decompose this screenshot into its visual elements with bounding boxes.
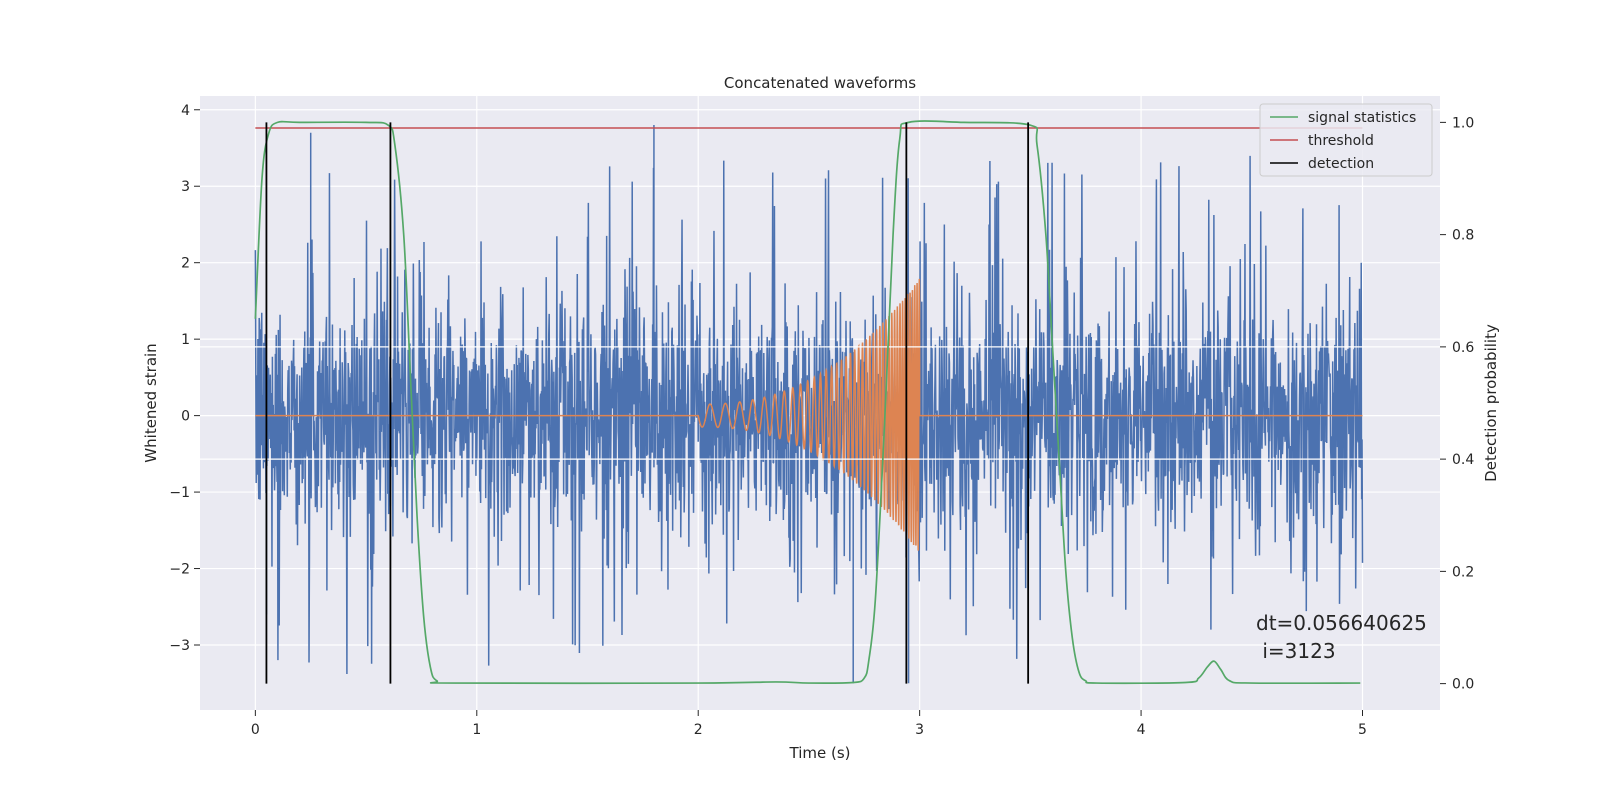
y-tick-label-6: 3: [181, 179, 190, 195]
x-tick-label-0: 0: [251, 722, 260, 738]
y-right-tick-label-4: 0.8: [1452, 228, 1474, 244]
y-tick-label-2: −1: [169, 485, 190, 501]
legend: signal statistics threshold detection: [1259, 103, 1433, 177]
y-tick-label-3: 0: [181, 409, 190, 425]
chirp-line: [255, 278, 1363, 551]
left-axis-ticks: −3 −2 −1 0 1 2 3 4: [169, 103, 200, 654]
x-tick-label-4: 4: [1137, 722, 1146, 738]
y-axis-label-right: Detection probability: [1482, 324, 1500, 482]
annotation-i: i=3123: [1256, 639, 1336, 663]
annotation-dt: dt=0.056640625: [1256, 611, 1427, 635]
x-tick-label-2: 2: [694, 722, 703, 738]
x-tick-label-1: 1: [472, 722, 481, 738]
legend-label-detection: detection: [1308, 156, 1374, 172]
y-tick-label-5: 2: [181, 256, 190, 272]
x-tick-label-3: 3: [915, 722, 924, 738]
detection-lines: [265, 122, 1030, 684]
y-axis-label: Whitened strain: [142, 343, 160, 462]
y-tick-label-1: −2: [169, 562, 190, 578]
y-right-tick-label-0: 0.0: [1452, 677, 1474, 693]
x-axis-ticks: 0 1 2 3 4 5: [251, 710, 1367, 738]
right-axis-ticks: 0.0 0.2 0.4 0.6 0.8 1.0: [1440, 115, 1474, 693]
right-axis-gridlines: [200, 346, 1440, 460]
y-tick-label-0: −3: [169, 638, 190, 654]
signal-statistics-series: [254, 120, 1361, 685]
x-tick-label-5: 5: [1358, 722, 1367, 738]
legend-label-signal-statistics: signal statistics: [1308, 110, 1416, 126]
chirp-series: [255, 278, 1363, 551]
y-right-tick-label-1: 0.2: [1452, 564, 1474, 580]
signal-statistics-line: [254, 120, 1361, 685]
y-tick-label-4: 1: [181, 332, 190, 348]
y-right-tick-label-3: 0.6: [1452, 340, 1474, 356]
legend-box: [1259, 103, 1433, 177]
chart-title: Concatenated waveforms: [724, 74, 916, 92]
y-right-tick-label-5: 1.0: [1452, 115, 1474, 131]
x-axis-label: Time (s): [789, 744, 851, 762]
y-tick-label-7: 4: [181, 103, 190, 119]
legend-label-threshold: threshold: [1308, 133, 1374, 149]
y-right-tick-label-2: 0.4: [1452, 452, 1474, 468]
